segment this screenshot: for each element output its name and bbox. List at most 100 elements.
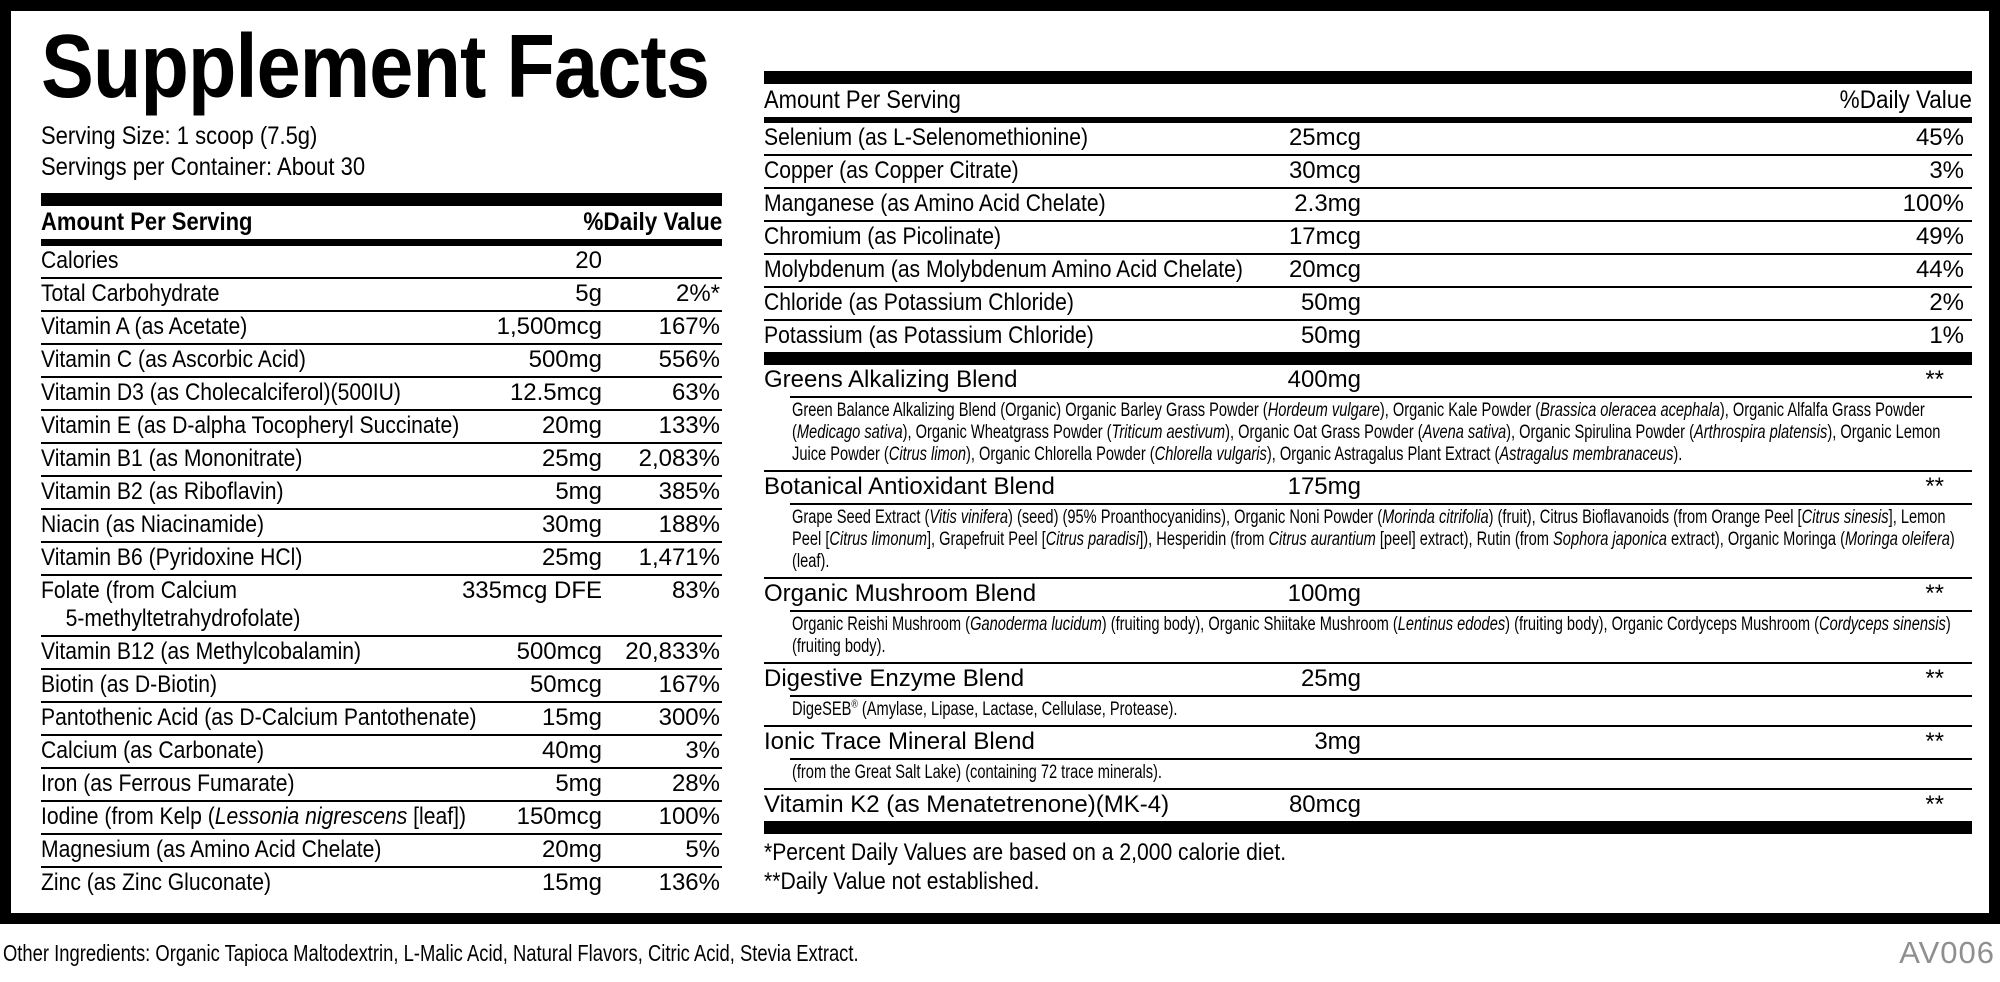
nutrient-dv: 167%: [658, 313, 720, 340]
nutrient-dv: 100%: [658, 803, 720, 830]
nutrient-row: Magnesium (as Amino Acid Chelate) 20mg 5%: [41, 833, 722, 866]
nutrient-dv: 20,833%: [625, 638, 720, 665]
daily-value-header: %Daily Value: [583, 208, 722, 236]
nutrient-dv: 188%: [658, 511, 720, 538]
nutrient-name: Vitamin B1 (as Mononitrate): [41, 445, 303, 472]
nutrient-name: Manganese (as Amino Acid Chelate): [764, 190, 1106, 217]
nutrient-amount: 500mcg: [516, 638, 602, 665]
nutrient-rows: Calories 20 Total Carbohydrate 5g 2%* Vitamin…: [41, 246, 722, 899]
nutrient-amount: 17mcg: [1288, 223, 1361, 250]
nutrient-name: Niacin (as Niacinamide): [41, 511, 265, 538]
divider-bar: [764, 821, 1972, 834]
blend-amount: 400mg: [1287, 366, 1361, 393]
nutrient-row: Iron (as Ferrous Fumarate) 5mg 28%: [41, 767, 722, 800]
nutrient-dv: 556%: [658, 346, 720, 373]
nutrient-amount: 20: [575, 247, 602, 274]
blend-row: Vitamin K2 (as Menatetrenone)(MK-4) 80mcg…: [764, 788, 1972, 821]
nutrient-row: Vitamin B2 (as Riboflavin) 5mg 385%: [41, 475, 722, 508]
nutrient-amount: 40mg: [541, 737, 602, 764]
nutrient-row: Calcium (as Carbonate) 40mg 3%: [41, 734, 722, 767]
nutrient-name: Potassium (as Potassium Chloride): [764, 322, 1094, 349]
nutrient-name: Vitamin D3 (as Cholecalciferol)(500IU): [41, 379, 401, 406]
nutrient-name: Pantothenic Acid (as D-Calcium Pantothen…: [41, 704, 477, 731]
nutrient-amount: 50mg: [1300, 322, 1361, 349]
nutrient-dv: 83%: [671, 577, 720, 604]
left-column: Supplement Facts Serving Size: 1 scoop (…: [41, 17, 722, 899]
footnote-not-established: **Daily Value not established.: [764, 868, 1040, 895]
nutrient-row: Chloride (as Potassium Chloride) 50mg 2%: [764, 286, 1972, 319]
blend-row: Digestive Enzyme Blend 25mg ** DigeSEB® (Am…: [764, 662, 1972, 725]
footer: Other Ingredients: Organic Tapioca Malto…: [0, 924, 2000, 982]
nutrient-row: Zinc (as Zinc Gluconate) 15mg 136%: [41, 866, 722, 899]
nutrient-amount: 25mg: [541, 544, 602, 571]
blend-name: Botanical Antioxidant Blend: [764, 473, 1055, 500]
divider-line: [790, 396, 1972, 398]
supplement-facts-title: Supplement Facts: [41, 17, 710, 117]
nutrient-name: Vitamin B12 (as Methylcobalamin): [41, 638, 362, 665]
table-header: Amount Per Serving %Daily Value: [764, 84, 1972, 117]
nutrient-dv: 2,083%: [638, 445, 720, 472]
servings-per-container: Servings per Container: About 30: [41, 153, 366, 181]
nutrient-name: Vitamin B2 (as Riboflavin): [41, 478, 284, 505]
nutrient-amount: 30mg: [541, 511, 602, 538]
nutrient-dv: 2%: [1929, 289, 1964, 316]
nutrient-dv: 3%: [1929, 157, 1964, 184]
facts-table-right: Amount Per Serving %Daily Value Selenium…: [764, 71, 1972, 896]
nutrient-row: Biotin (as D-Biotin) 50mcg 167%: [41, 668, 722, 701]
nutrient-row: Vitamin D3 (as Cholecalciferol)(500IU) 12…: [41, 376, 722, 409]
nutrient-dv: 28%: [671, 770, 720, 797]
nutrient-dv: 1%: [1929, 322, 1964, 349]
nutrient-name: Chromium (as Picolinate): [764, 223, 1002, 250]
nutrient-amount: 25mg: [541, 445, 602, 472]
nutrient-dv: 44%: [1915, 256, 1964, 283]
divider-bar: [41, 239, 722, 246]
nutrient-row: Niacin (as Niacinamide) 30mg 188%: [41, 508, 722, 541]
amount-per-serving-header: Amount Per Serving: [41, 208, 253, 236]
blend-dv: **: [1925, 728, 1944, 755]
nutrient-row: Vitamin B6 (Pyridoxine HCl) 25mg 1,471%: [41, 541, 722, 574]
product-code: AV006: [1899, 935, 1995, 970]
blend-amount: 3mg: [1314, 728, 1361, 755]
blend-description: DigeSEB® (Amylase, Lipase, Lactase, Cell…: [792, 698, 1178, 720]
nutrient-name: Iron (as Ferrous Fumarate): [41, 770, 295, 797]
nutrient-dv: 136%: [658, 869, 720, 896]
blend-description: (from the Great Salt Lake) (containing 7…: [792, 762, 1162, 783]
nutrient-dv: 300%: [658, 704, 720, 731]
nutrient-row: Vitamin B12 (as Methylcobalamin) 500mcg 20…: [41, 635, 722, 668]
footnotes: *Percent Daily Values are based on a 2,0…: [764, 834, 1972, 896]
nutrient-row: Vitamin E (as D-alpha Tocopheryl Succina…: [41, 409, 722, 442]
nutrient-amount: 12.5mcg: [509, 379, 602, 406]
nutrient-amount: 30mcg: [1288, 157, 1361, 184]
divider-line: [790, 503, 1972, 505]
nutrient-name: Copper (as Copper Citrate): [764, 157, 1019, 184]
nutrient-amount: 50mcg: [529, 671, 602, 698]
blend-row: Botanical Antioxidant Blend 175mg ** Grape …: [764, 470, 1972, 577]
nutrient-amount: 15mg: [541, 869, 602, 896]
nutrient-name: Calcium (as Carbonate): [41, 737, 265, 764]
nutrient-row: Folate (from Calcium 5-methyltetrahydrofo…: [41, 574, 722, 635]
nutrient-amount: 25mcg: [1288, 124, 1361, 151]
nutrient-row: Selenium (as L-Selenomethionine) 25mcg 45%: [764, 123, 1972, 154]
nutrient-row: Pantothenic Acid (as D-Calcium Pantothen…: [41, 701, 722, 734]
label-box: Supplement Facts Serving Size: 1 scoop (…: [0, 0, 2000, 924]
nutrient-row: Calories 20: [41, 246, 722, 277]
blend-name: Ionic Trace Mineral Blend: [764, 728, 1035, 755]
blend-dv: **: [1925, 665, 1944, 692]
nutrient-row: Iodine (from Kelp (Lessonia nigrescens […: [41, 800, 722, 833]
serving-info: Serving Size: 1 scoop (7.5g) Servings pe…: [41, 121, 722, 183]
blend-description: Green Balance Alkalizing Blend (Organic)…: [792, 400, 1941, 465]
nutrient-name: Vitamin C (as Ascorbic Acid): [41, 346, 306, 373]
blend-amount: 100mg: [1287, 580, 1361, 607]
nutrient-name: Vitamin E (as D-alpha Tocopheryl Succina…: [41, 412, 460, 439]
blend-dv: **: [1925, 580, 1944, 607]
blend-name: Vitamin K2 (as Menatetrenone)(MK-4): [764, 791, 1170, 818]
nutrient-amount: 5mg: [555, 770, 602, 797]
blend-row: Organic Mushroom Blend 100mg ** Organic Rei…: [764, 577, 1972, 662]
amount-per-serving-header: Amount Per Serving: [764, 86, 961, 114]
nutrient-amount: 1,500mcg: [496, 313, 602, 340]
blend-row: Greens Alkalizing Blend 400mg ** Green Bala…: [764, 365, 1972, 470]
nutrient-row: Vitamin A (as Acetate) 1,500mcg 167%: [41, 310, 722, 343]
nutrient-row: Copper (as Copper Citrate) 30mcg 3%: [764, 154, 1972, 187]
serving-size: Serving Size: 1 scoop (7.5g): [41, 122, 318, 150]
blend-dv: **: [1925, 473, 1944, 500]
